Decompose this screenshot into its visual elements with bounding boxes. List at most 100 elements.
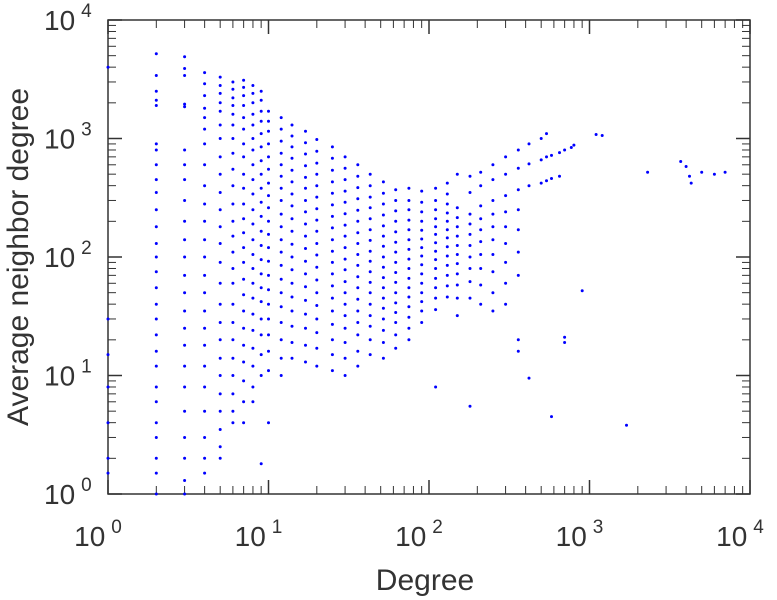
x-tick-exponent: 0 [111,517,122,538]
data-point [434,296,438,300]
data-point [343,155,347,159]
data-point [290,255,294,259]
data-point [315,184,319,188]
y-axis-label: Average neighbor degree [2,88,35,426]
y-axis-ticks: 10 0 10 1 10 2 10 3 10 4 [44,1,750,510]
data-point [516,338,520,342]
data-point [154,74,158,77]
data-point [468,296,472,300]
data-point [569,146,573,149]
data-point [279,250,283,254]
data-point [516,148,520,152]
data-point [407,247,411,251]
data-point [550,177,553,180]
data-point [267,206,270,210]
data-point [242,326,246,330]
data-point [504,242,508,245]
x-tick-base: 10 [235,521,266,552]
data-point [218,374,222,377]
data-point [625,423,628,427]
data-point [491,225,495,229]
data-point [491,163,495,167]
data-point [279,374,283,377]
data-point [183,148,187,152]
data-point [394,240,398,244]
data-point [279,151,283,155]
data-point [242,293,246,297]
data-point [231,281,235,285]
data-point [479,267,483,270]
data-point [279,338,283,342]
data-point [315,265,319,269]
data-point [267,259,270,263]
data-point [231,137,235,140]
data-point [106,385,110,389]
data-point [356,163,360,167]
data-point [218,392,222,396]
data-point [468,232,472,236]
data-point [106,471,110,475]
data-point [407,305,411,309]
data-points [106,52,727,496]
data-point [259,258,263,262]
data-point [251,101,255,105]
data-point [231,219,235,223]
data-point [394,188,398,192]
data-point [218,445,222,449]
data-point [558,174,561,178]
data-point [381,202,385,206]
data-point [203,471,207,475]
data-point [330,203,334,207]
data-point [356,286,360,290]
x-tick-label: 10 2 [395,517,443,552]
data-point [315,138,319,141]
data-point [259,200,263,204]
x-tick-exponent: 3 [593,517,604,538]
data-point [290,134,294,138]
data-point [381,224,385,228]
data-point [516,166,520,170]
data-point [407,228,411,232]
data-point [558,151,561,155]
data-point [343,280,347,284]
data-point [231,87,235,91]
data-point [203,82,207,86]
data-point [242,104,246,107]
data-point [259,300,263,304]
data-point [267,421,270,425]
data-point [368,270,372,274]
data-point [218,172,222,176]
data-point [527,142,531,146]
data-point [479,302,483,306]
data-point [479,204,483,208]
data-point [203,456,207,460]
data-point [368,238,372,242]
data-point [304,272,307,276]
data-point [420,219,424,223]
data-point [290,242,294,246]
data-point [539,158,543,162]
data-point [203,385,207,389]
data-point [330,226,334,230]
data-point [356,349,360,353]
data-point [516,188,520,192]
data-point [279,199,283,202]
data-point [154,302,158,306]
data-point [445,228,449,232]
data-point [368,228,372,232]
data-point [545,132,548,136]
data-point [154,191,158,194]
data-point [315,207,319,211]
data-point [304,199,307,202]
data-point [407,267,411,270]
data-point [468,404,472,408]
data-point [203,142,207,146]
data-point [267,369,270,373]
data-point [259,462,263,466]
data-point [368,206,372,210]
data-point [455,296,459,300]
data-point [479,253,483,256]
data-point [445,219,449,223]
data-point [218,302,222,306]
data-point [218,321,222,324]
